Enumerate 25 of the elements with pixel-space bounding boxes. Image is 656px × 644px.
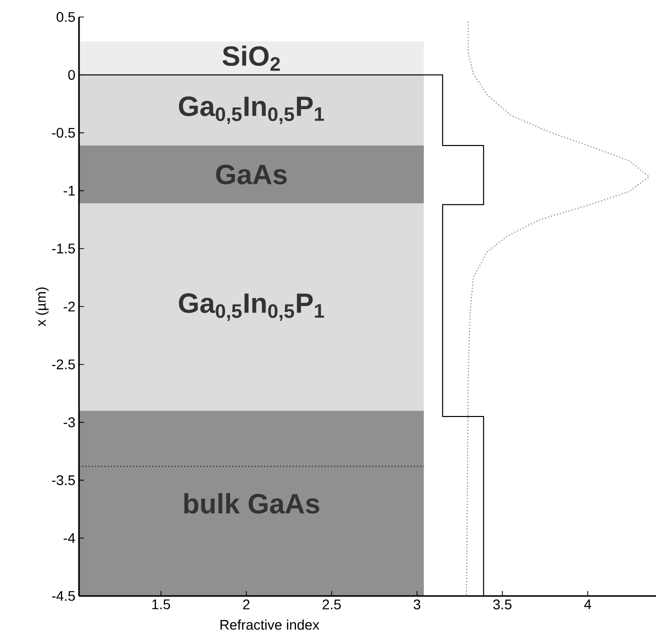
- line-series: [466, 21, 650, 597]
- y-tick-label: -3: [64, 417, 75, 428]
- y-tick-label: -4: [64, 533, 76, 543]
- y-tick-label: -4.5: [52, 591, 75, 601]
- y-tick-label: 0.5: [56, 12, 75, 22]
- y-tick-label: -2: [64, 302, 75, 312]
- x-tick-label: 1.5: [152, 600, 170, 610]
- y-tick-label: -3.5: [52, 475, 75, 486]
- x-tick-label: 3: [414, 600, 420, 610]
- y-tick-label: -1: [64, 186, 75, 196]
- y-tick-label: 0: [68, 70, 75, 80]
- y-tick-label: -0.5: [52, 128, 75, 138]
- y-axis-title: x (µm): [36, 287, 49, 326]
- y-tick-label: -2.5: [52, 359, 75, 370]
- band-label: GaAs: [216, 164, 287, 184]
- x-tick-label: 3.5: [493, 600, 512, 610]
- band-label: Ga$_{0,5}$In$_{0,5}$P$_{1}$: [178, 293, 324, 321]
- band-label: bulk GaAs: [184, 493, 320, 514]
- band-label: Ga$_{0,5}$In$_{0,5}$P$_{1}$: [178, 96, 324, 124]
- x-tick-label: 2: [243, 600, 250, 610]
- x-axis-title: Refractive index: [220, 620, 320, 630]
- y-tick-label: -1.5: [52, 244, 75, 254]
- band-label: SiO$_{2}$: [222, 45, 280, 71]
- x-tick-label: 2.5: [322, 600, 341, 610]
- x-tick-label: 4: [584, 600, 592, 610]
